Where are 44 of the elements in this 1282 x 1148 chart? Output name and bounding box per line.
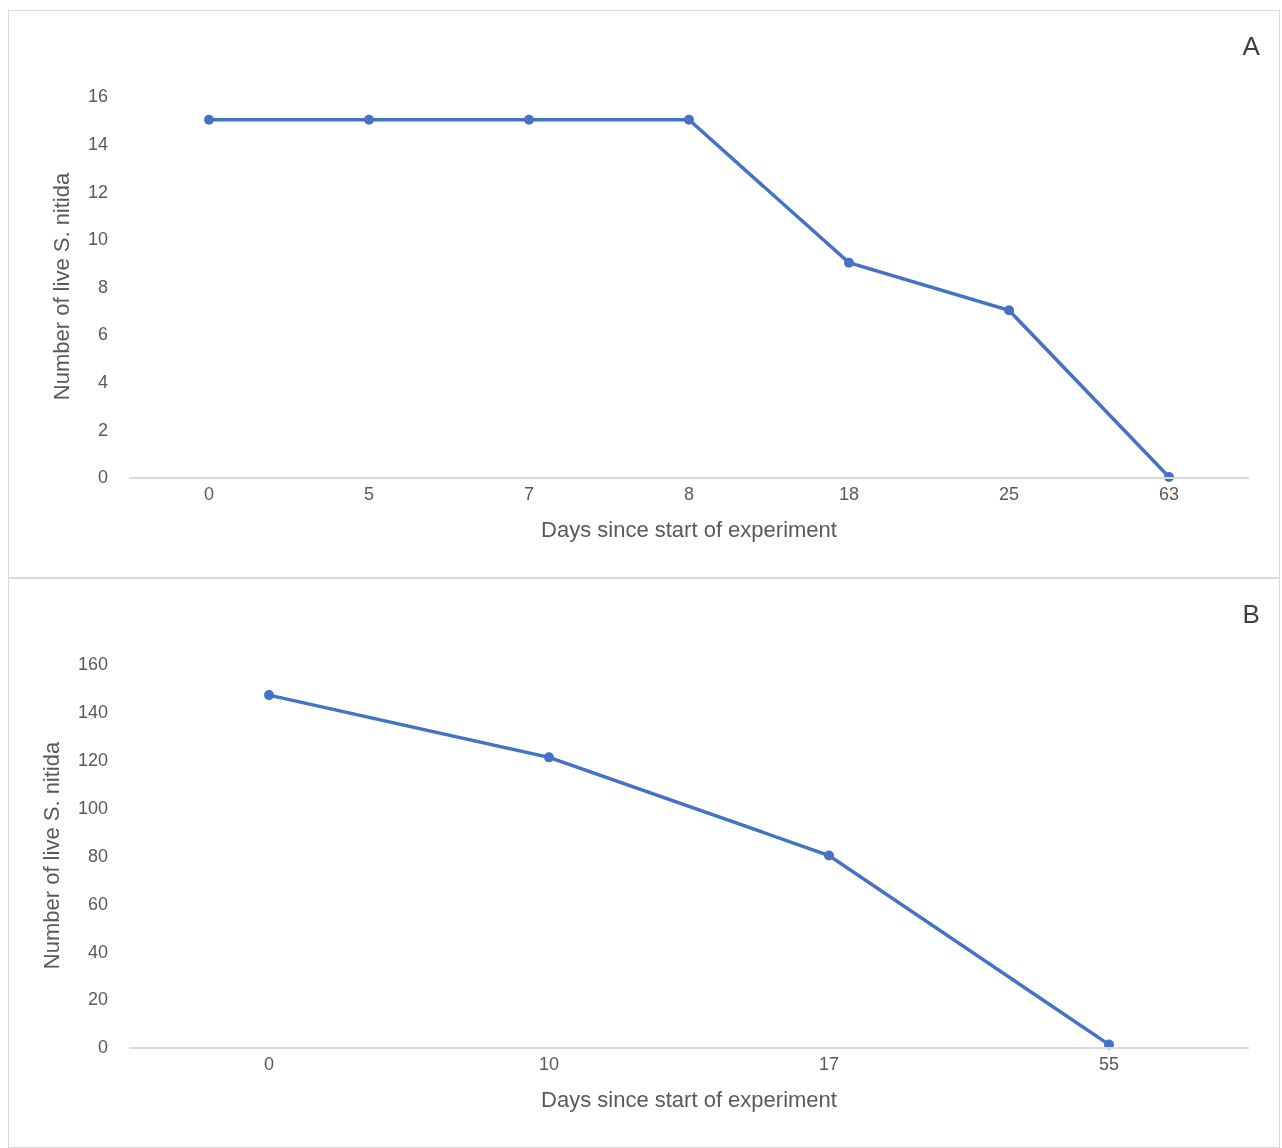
y-tick-label: 0 xyxy=(97,1037,108,1058)
y-tick-label: 6 xyxy=(97,324,108,345)
y-tick-label: 8 xyxy=(97,276,108,297)
x-tick-label: 63 xyxy=(1158,484,1180,505)
y-tick-label: 80 xyxy=(87,845,108,866)
x-tick-label: 17 xyxy=(818,1054,840,1075)
point xyxy=(824,850,834,861)
y-tick-label: 40 xyxy=(87,941,108,962)
y-tick-label: 2 xyxy=(97,419,108,440)
chart-title: A xyxy=(1242,31,1261,62)
y-tick-label: 4 xyxy=(97,372,108,393)
point xyxy=(204,114,214,125)
x-tick-label: 25 xyxy=(998,484,1020,505)
x-axis-title: Days since start of experiment xyxy=(541,516,837,542)
y-tick-label: 16 xyxy=(87,86,108,107)
point xyxy=(1004,305,1014,316)
x-tick-label: 55 xyxy=(1098,1054,1120,1075)
y-tick-label: 160 xyxy=(77,654,108,675)
x-tick-label: 18 xyxy=(838,484,860,505)
point xyxy=(844,257,854,268)
y-axis-title: Number of live S. nitida xyxy=(48,172,74,401)
chart-title: B xyxy=(1242,599,1260,630)
y-tick-label: 100 xyxy=(77,797,108,818)
point xyxy=(264,690,274,701)
x-axis-title: Days since start of experiment xyxy=(541,1086,837,1112)
x-tick-label: 0 xyxy=(263,1054,275,1075)
y-tick-label: 12 xyxy=(87,181,108,202)
point xyxy=(684,114,694,125)
x-tick-label: 5 xyxy=(363,484,375,505)
x-tick-label: 10 xyxy=(538,1054,560,1075)
y-tick-label: 0 xyxy=(97,467,108,488)
y-tick-label: 20 xyxy=(87,989,108,1010)
y-tick-label: 140 xyxy=(77,702,108,723)
y-tick-label: 10 xyxy=(87,229,108,250)
x-tick-label: 8 xyxy=(683,484,695,505)
y-tick-label: 14 xyxy=(87,133,108,154)
x-tick-label: 0 xyxy=(203,484,215,505)
x-tick-label: 7 xyxy=(523,484,535,505)
y-tick-label: 60 xyxy=(87,893,108,914)
point xyxy=(544,752,554,763)
point xyxy=(524,114,534,125)
y-axis-title: Number of live S. nitida xyxy=(38,741,64,970)
point xyxy=(364,114,374,125)
y-tick-label: 120 xyxy=(77,750,108,771)
